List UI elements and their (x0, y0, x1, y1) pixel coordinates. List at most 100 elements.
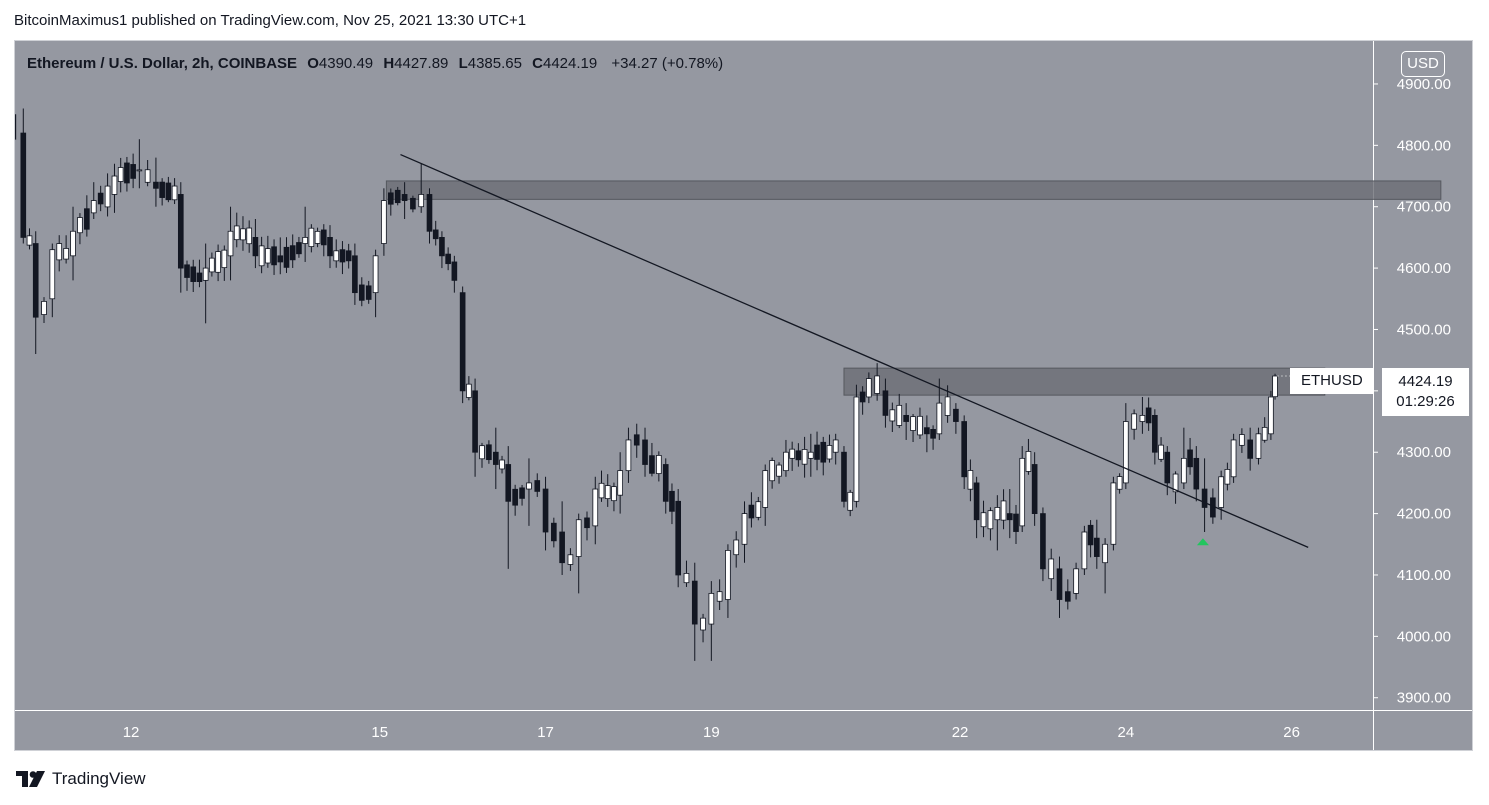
candle-body (1102, 543, 1108, 564)
time-axis-label: 17 (537, 724, 554, 741)
time-axis-label: 12 (123, 724, 140, 741)
candle-body (394, 189, 401, 204)
candle-body (625, 439, 632, 472)
candle-down (387, 188, 394, 216)
candlestick-chart[interactable]: 3900.004000.004100.004200.004300.004400.… (15, 41, 1473, 751)
candle-body (104, 185, 111, 208)
candle-up (683, 560, 690, 587)
candle-down (177, 182, 184, 293)
candle-up (111, 163, 118, 213)
candle-up (90, 182, 97, 219)
candle-body (924, 427, 930, 435)
candle-body (656, 455, 662, 474)
candle-body (889, 409, 896, 422)
candle-up (980, 500, 987, 538)
candle-down (153, 157, 159, 207)
candle-body (1187, 449, 1193, 468)
candle-body (1181, 457, 1187, 484)
candle-body (853, 396, 860, 502)
candle-down (903, 403, 909, 440)
candle-up (466, 376, 472, 401)
close-label: C (532, 55, 543, 72)
time-axis-label: 15 (371, 724, 388, 741)
candle-body (70, 230, 76, 257)
high-label: H (383, 55, 395, 72)
candle-body (1006, 513, 1013, 521)
candle-body (84, 208, 90, 230)
symbol-description: Ethereum / U.S. Dollar, 2h, COINBASE (27, 55, 298, 72)
candle-body (466, 383, 472, 398)
candle-body (20, 132, 27, 238)
candle-up (1081, 525, 1088, 575)
candle-body (1272, 375, 1278, 398)
candle-down (973, 476, 980, 539)
candle-body (56, 243, 63, 261)
candle-down (551, 517, 557, 548)
candle-up (144, 159, 151, 187)
candle-up (41, 297, 47, 323)
open-label: O (307, 55, 319, 72)
currency-button[interactable]: USD (1401, 51, 1445, 77)
candle-down (930, 425, 936, 450)
candle-down (1093, 519, 1100, 569)
buy-arrow-marker (1196, 538, 1209, 546)
candle-down (130, 153, 136, 189)
candle-body (327, 237, 333, 257)
candle-up (567, 548, 574, 571)
candle-up (1102, 538, 1108, 594)
candle-down (1040, 507, 1046, 582)
candle-body (1201, 488, 1208, 508)
candle-body (783, 451, 789, 472)
candle-body (258, 245, 265, 267)
chart-pane[interactable]: 3900.004000.004100.004200.004300.004400.… (14, 40, 1473, 751)
candle-down (339, 241, 346, 275)
candle-body (246, 227, 253, 245)
candle-body (814, 444, 820, 460)
candle-body (1123, 421, 1129, 484)
candle-up (733, 531, 740, 568)
candle-body (973, 482, 980, 521)
candle-down (691, 562, 698, 661)
candle-down (345, 243, 352, 269)
candle-body (526, 482, 532, 490)
candle-body (789, 448, 795, 459)
candle-body (633, 434, 640, 446)
candle-body (459, 292, 466, 392)
tradingview-brand[interactable]: TradingView (16, 768, 146, 790)
candle-body (953, 408, 959, 422)
candle-body (936, 402, 943, 435)
candle-body (387, 192, 394, 205)
candle-down (1247, 427, 1253, 471)
candle-body (345, 250, 352, 262)
candle-down (584, 511, 590, 541)
candle-body (445, 253, 451, 265)
candle-down (662, 458, 669, 514)
candle-body (1013, 513, 1019, 532)
candle-body (762, 470, 769, 508)
candle-down (924, 415, 930, 453)
candle-body (130, 164, 136, 179)
candle-body (1152, 414, 1158, 453)
candle-up (499, 455, 505, 474)
candle-body (26, 235, 33, 246)
resistance-zone (385, 180, 1442, 200)
candle-up (700, 613, 706, 643)
candle-body (801, 449, 808, 465)
candle-up (769, 457, 775, 489)
low-label: L (458, 55, 468, 72)
candle-body (352, 255, 358, 294)
price-axis-label: 4800.00 (1397, 137, 1451, 154)
price-axis-label: 4000.00 (1397, 628, 1451, 645)
candle-body (1019, 457, 1026, 527)
candle-body (930, 428, 936, 439)
candle-up (617, 452, 623, 514)
candle-up (308, 224, 315, 253)
candle-body (314, 230, 321, 244)
candle-body (77, 217, 83, 234)
candle-down (472, 378, 478, 477)
candle-body (439, 237, 445, 257)
candle-down (1056, 556, 1063, 618)
candle-up (1272, 373, 1278, 400)
candle-up (910, 413, 916, 442)
candle-down (814, 431, 820, 471)
